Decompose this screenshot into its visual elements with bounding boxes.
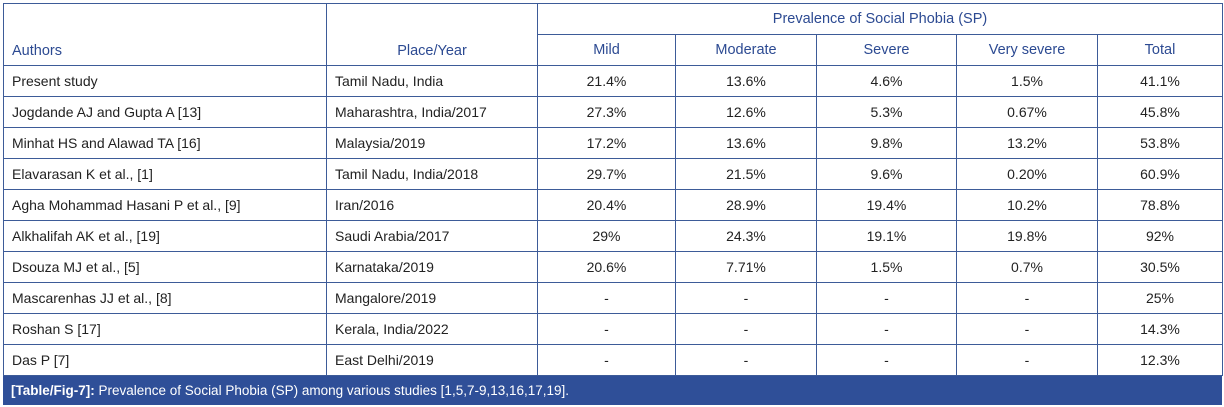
cell-author: Elavarasan K et al., [1] <box>3 158 327 190</box>
table-row: Elavarasan K et al., [1] Tamil Nadu, Indi… <box>3 158 1223 190</box>
cell-author: Jogdande AJ and Gupta A [13] <box>3 96 327 128</box>
cell-mild: 17.2% <box>537 127 676 159</box>
header-authors: Authors <box>3 3 327 66</box>
table-row: Mascarenhas JJ et al., [8] Mangalore/2019… <box>3 282 1223 314</box>
cell-author: Roshan S [17] <box>3 313 327 345</box>
cell-total: 53.8% <box>1097 127 1223 159</box>
cell-total: 12.3% <box>1097 344 1223 376</box>
header-total: Total <box>1097 34 1223 66</box>
table-row: Present study Tamil Nadu, India 21.4% 13.6%… <box>3 65 1223 97</box>
cell-mild: 21.4% <box>537 65 676 97</box>
cell-place-year: Saudi Arabia/2017 <box>326 220 538 252</box>
cell-place-year: Iran/2016 <box>326 189 538 221</box>
cell-moderate: - <box>675 344 817 376</box>
header-place-year: Place/Year <box>326 3 538 66</box>
cell-total: 92% <box>1097 220 1223 252</box>
cell-total: 60.9% <box>1097 158 1223 190</box>
cell-moderate: 13.6% <box>675 65 817 97</box>
cell-severe: - <box>816 313 957 345</box>
cell-total: 41.1% <box>1097 65 1223 97</box>
table-row: Dsouza MJ et al., [5] Karnataka/2019 20.6%… <box>3 251 1223 283</box>
cell-very-severe: - <box>956 282 1098 314</box>
header-severe: Severe <box>816 34 957 66</box>
cell-very-severe: 13.2% <box>956 127 1098 159</box>
cell-total: 25% <box>1097 282 1223 314</box>
cell-author: Minhat HS and Alawad TA [16] <box>3 127 327 159</box>
header-moderate: Moderate <box>675 34 817 66</box>
header-prevalence-group: Prevalence of Social Phobia (SP) <box>537 3 1223 35</box>
prevalence-table-figure: Authors Place/Year Prevalence of Social … <box>3 3 1223 405</box>
table-row: Alkhalifah AK et al., [19] Saudi Arabia/2… <box>3 220 1223 252</box>
cell-severe: 19.4% <box>816 189 957 221</box>
cell-place-year: Tamil Nadu, India/2018 <box>326 158 538 190</box>
cell-place-year: Mangalore/2019 <box>326 282 538 314</box>
cell-moderate: - <box>675 282 817 314</box>
cell-very-severe: 0.7% <box>956 251 1098 283</box>
table-row: Minhat HS and Alawad TA [16] Malaysia/201… <box>3 127 1223 159</box>
cell-moderate: 7.71% <box>675 251 817 283</box>
cell-place-year: Maharashtra, India/2017 <box>326 96 538 128</box>
header-mild: Mild <box>537 34 676 66</box>
cell-moderate: 13.6% <box>675 127 817 159</box>
cell-author: Agha Mohammad Hasani P et al., [9] <box>3 189 327 221</box>
prevalence-table: Authors Place/Year Prevalence of Social … <box>3 3 1223 376</box>
caption-label: [Table/Fig-7]: <box>11 383 95 398</box>
cell-author: Mascarenhas JJ et al., [8] <box>3 282 327 314</box>
cell-total: 78.8% <box>1097 189 1223 221</box>
cell-author: Alkhalifah AK et al., [19] <box>3 220 327 252</box>
cell-severe: 9.6% <box>816 158 957 190</box>
table-row: Jogdande AJ and Gupta A [13] Maharashtra,… <box>3 96 1223 128</box>
cell-place-year: Karnataka/2019 <box>326 251 538 283</box>
cell-place-year: Kerala, India/2022 <box>326 313 538 345</box>
table-row: Agha Mohammad Hasani P et al., [9] Iran/2… <box>3 189 1223 221</box>
caption-text: Prevalence of Social Phobia (SP) among v… <box>94 383 570 398</box>
cell-mild: 20.6% <box>537 251 676 283</box>
cell-severe: - <box>816 282 957 314</box>
cell-mild: 29% <box>537 220 676 252</box>
cell-total: 30.5% <box>1097 251 1223 283</box>
cell-mild: - <box>537 344 676 376</box>
cell-mild: - <box>537 282 676 314</box>
cell-total: 14.3% <box>1097 313 1223 345</box>
cell-moderate: 21.5% <box>675 158 817 190</box>
cell-very-severe: - <box>956 313 1098 345</box>
cell-severe: 9.8% <box>816 127 957 159</box>
cell-severe: 1.5% <box>816 251 957 283</box>
cell-place-year: Malaysia/2019 <box>326 127 538 159</box>
cell-severe: 19.1% <box>816 220 957 252</box>
cell-author: Present study <box>3 65 327 97</box>
header-very-severe: Very severe <box>956 34 1098 66</box>
cell-author: Dsouza MJ et al., [5] <box>3 251 327 283</box>
cell-very-severe: 1.5% <box>956 65 1098 97</box>
cell-moderate: 24.3% <box>675 220 817 252</box>
cell-place-year: Tamil Nadu, India <box>326 65 538 97</box>
cell-very-severe: 10.2% <box>956 189 1098 221</box>
cell-place-year: East Delhi/2019 <box>326 344 538 376</box>
cell-moderate: - <box>675 313 817 345</box>
cell-severe: - <box>816 344 957 376</box>
cell-mild: 29.7% <box>537 158 676 190</box>
table-row: Roshan S [17] Kerala, India/2022- - - -14.3% <box>3 313 1223 345</box>
cell-total: 45.8% <box>1097 96 1223 128</box>
cell-very-severe: - <box>956 344 1098 376</box>
table-row: Das P [7] East Delhi/2019- - - -12.3% <box>3 344 1223 376</box>
cell-moderate: 12.6% <box>675 96 817 128</box>
cell-very-severe: 0.20% <box>956 158 1098 190</box>
cell-moderate: 28.9% <box>675 189 817 221</box>
cell-very-severe: 0.67% <box>956 96 1098 128</box>
table-caption: [Table/Fig-7]: Prevalence of Social Phob… <box>3 376 1222 405</box>
cell-severe: 4.6% <box>816 65 957 97</box>
cell-very-severe: 19.8% <box>956 220 1098 252</box>
cell-mild: - <box>537 313 676 345</box>
cell-mild: 20.4% <box>537 189 676 221</box>
cell-author: Das P [7] <box>3 344 327 376</box>
cell-mild: 27.3% <box>537 96 676 128</box>
cell-severe: 5.3% <box>816 96 957 128</box>
